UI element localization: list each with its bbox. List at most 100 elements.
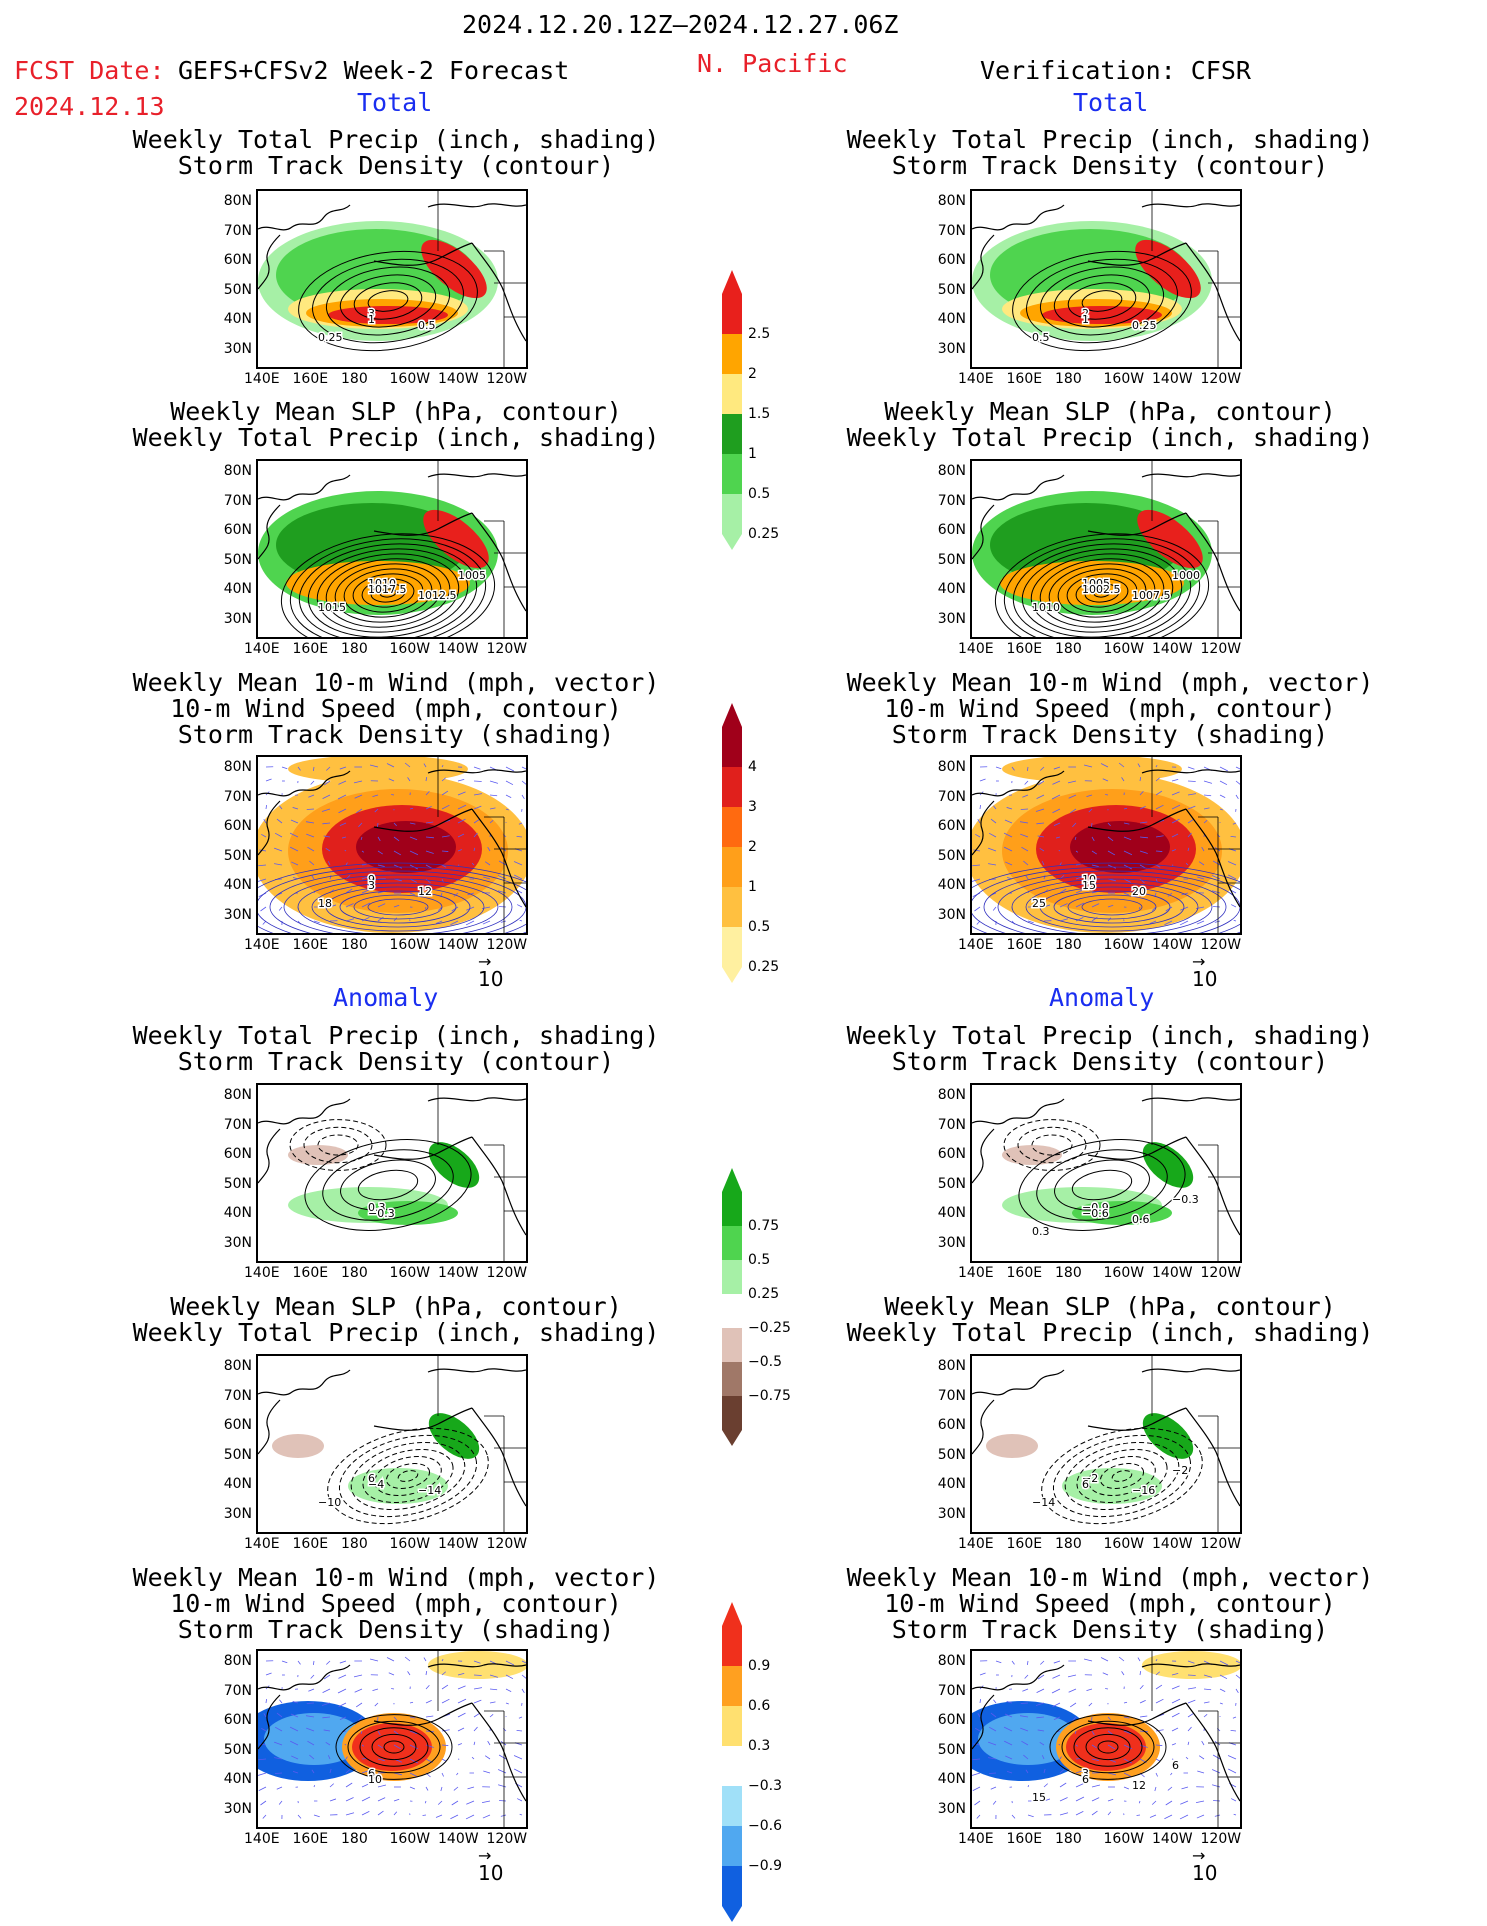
precip_anom-colorbar-label: 0.5 <box>748 1252 770 1268</box>
f-total-wind-lon-label: 120W <box>487 937 528 953</box>
f-anom-wind-title-line-2: Storm Track Density (shading) <box>116 1617 676 1643</box>
f-anom-slp-lon-label: 140W <box>438 1536 479 1552</box>
v-total-slp-contour-label: 1010 <box>1032 601 1060 614</box>
v-total-wind-vector-reference: →10 <box>1192 957 1217 991</box>
colorbar-segment <box>722 1226 742 1260</box>
f-anom-wind-lon-label: 180 <box>341 1831 368 1847</box>
f-anom-precip-lat-label: 60N <box>212 1146 252 1162</box>
v-anom-wind-lat-label: 50N <box>926 1742 966 1758</box>
f-anom-slp-contour-label: −14 <box>418 1484 441 1497</box>
f-anom-precip-lat-label: 70N <box>212 1117 252 1133</box>
track_anom-colorbar-label: −0.9 <box>748 1858 782 1874</box>
track-max <box>356 821 456 873</box>
f-total-slp-lat-label: 50N <box>212 552 252 568</box>
v-total-precip-lat-label: 80N <box>926 193 966 209</box>
f-anom-wind-title-line-0: Weekly Mean 10-m Wind (mph, vector) <box>116 1565 676 1591</box>
precip_total-colorbar-label: 0.5 <box>748 486 770 502</box>
v-anom-slp-map-svg: −26−16−14−2 <box>972 1356 1240 1532</box>
f-total-precip-contour-label: 0.5 <box>418 319 436 332</box>
f-anom-wind-map-svg: 610 <box>258 1651 526 1827</box>
f-total-slp-lat-label: 40N <box>212 581 252 597</box>
colorbar-segment <box>722 727 742 767</box>
colorbar-segment <box>722 1328 742 1362</box>
v-total-precip-lon-label: 160E <box>1007 371 1043 387</box>
v-total-slp-lat-label: 60N <box>926 522 966 538</box>
f-anom-wind-lon-label: 140W <box>438 1831 479 1847</box>
f-total-wind-lat-label: 80N <box>212 759 252 775</box>
f-total-slp-lon-label: 120W <box>487 641 528 657</box>
colorbar-segment <box>722 807 742 847</box>
v-anom-precip-lat-label: 80N <box>926 1087 966 1103</box>
f-anom-wind-lat-label: 50N <box>212 1742 252 1758</box>
f-total-precip-title-line-0: Weekly Total Precip (inch, shading) <box>116 127 676 153</box>
precip_anom-colorbar <box>722 1168 756 1450</box>
v-total-slp-lat-label: 80N <box>926 463 966 479</box>
v-total-precip-lat-label: 60N <box>926 252 966 268</box>
colorbar-segment <box>722 1826 742 1866</box>
v-total-precip-title-line-1: Storm Track Density (contour) <box>830 153 1390 179</box>
v-anom-precip-contour-label: −0.6 <box>1082 1207 1109 1220</box>
coastline <box>258 1085 526 1261</box>
v-anom-wind-contour-label: 6 <box>1082 1773 1089 1786</box>
v-anom-slp-lon-label: 180 <box>1055 1536 1082 1552</box>
f-total-slp-lat-label: 80N <box>212 463 252 479</box>
f-anom-precip-lat-label: 50N <box>212 1176 252 1192</box>
v-anom-slp-lon-label: 160W <box>1104 1536 1145 1552</box>
v-anom-wind-lon-label: 140E <box>958 1831 994 1847</box>
v-total-slp-contour-label: 1007.5 <box>1132 589 1171 602</box>
f-anom-slp-lat-label: 50N <box>212 1447 252 1463</box>
anom-dry <box>986 1434 1038 1458</box>
v-anom-wind-lat-label: 80N <box>926 1653 966 1669</box>
v-total-wind-lon-label: 140E <box>958 937 994 953</box>
track_total-colorbar-label: 2 <box>748 839 757 855</box>
f-total-slp-contour-label: 1017.5 <box>368 583 407 596</box>
f-total-slp-title-line-1: Weekly Total Precip (inch, shading) <box>116 425 676 451</box>
f-total-precip-contour-label: 0.25 <box>318 331 343 344</box>
colorbar-segment <box>722 1666 742 1706</box>
colorbar-top-triangle <box>722 270 742 294</box>
colorbar-segment <box>722 334 742 374</box>
f-anom-precip-title-line-0: Weekly Total Precip (inch, shading) <box>116 1023 676 1049</box>
v-anom-slp-lat-label: 30N <box>926 1506 966 1522</box>
f-total-slp-title-line-0: Weekly Mean SLP (hPa, contour) <box>116 399 676 425</box>
precip_total-colorbar-label: 0.25 <box>748 526 779 542</box>
v-total-wind-title-line-0: Weekly Mean 10-m Wind (mph, vector) <box>830 670 1390 696</box>
f-total-slp-contour-label: 1005 <box>458 569 486 582</box>
v-anom-precip-lon-label: 120W <box>1201 1265 1242 1281</box>
f-anom-wind-lat-label: 80N <box>212 1653 252 1669</box>
v-total-wind-lon-label: 160W <box>1104 937 1145 953</box>
f-anom-wind-lon-label: 160E <box>293 1831 329 1847</box>
anom-coast <box>421 1133 488 1196</box>
f-anom-wind-lat-label: 30N <box>212 1801 252 1817</box>
f-total-wind-contour-label: 12 <box>418 885 432 898</box>
v-anom-precip-lon-label: 160W <box>1104 1265 1145 1281</box>
precip_anom-colorbar-label: −0.5 <box>748 1354 782 1370</box>
v-anom-wind-title-line-0: Weekly Mean 10-m Wind (mph, vector) <box>830 1565 1390 1591</box>
f-total-wind-lon-label: 180 <box>341 937 368 953</box>
v-total-precip-contour-label: 0.5 <box>1032 331 1050 344</box>
fcst-model: GEFS+CFSv2 Week-2 Forecast <box>178 56 569 85</box>
v-anom-precip-lon-label: 140E <box>958 1265 994 1281</box>
f-total-wind-lat-label: 60N <box>212 818 252 834</box>
f-total-slp-lat-label: 60N <box>212 522 252 538</box>
f-anom-precip-lat-label: 30N <box>212 1235 252 1251</box>
vector-reference-value: 10 <box>1192 967 1217 991</box>
f-total-wind-lat-label: 50N <box>212 848 252 864</box>
v-total-slp-lat-label: 70N <box>926 493 966 509</box>
v-anom-precip-contour-label: 0.6 <box>1132 1213 1150 1226</box>
f-anom-precip-title-line-1: Storm Track Density (contour) <box>116 1049 676 1075</box>
precip_total-colorbar-label: 2 <box>748 366 757 382</box>
v-anom-wind-lon-label: 180 <box>1055 1831 1082 1847</box>
track_total-colorbar-label: 3 <box>748 799 757 815</box>
v-total-precip-title-line-0: Weekly Total Precip (inch, shading) <box>830 127 1390 153</box>
period-title: 2024.12.20.12Z–2024.12.27.06Z <box>462 10 899 39</box>
v-total-precip-lat-label: 70N <box>926 223 966 239</box>
v-anom-slp-contour-label: −14 <box>1032 1496 1055 1509</box>
